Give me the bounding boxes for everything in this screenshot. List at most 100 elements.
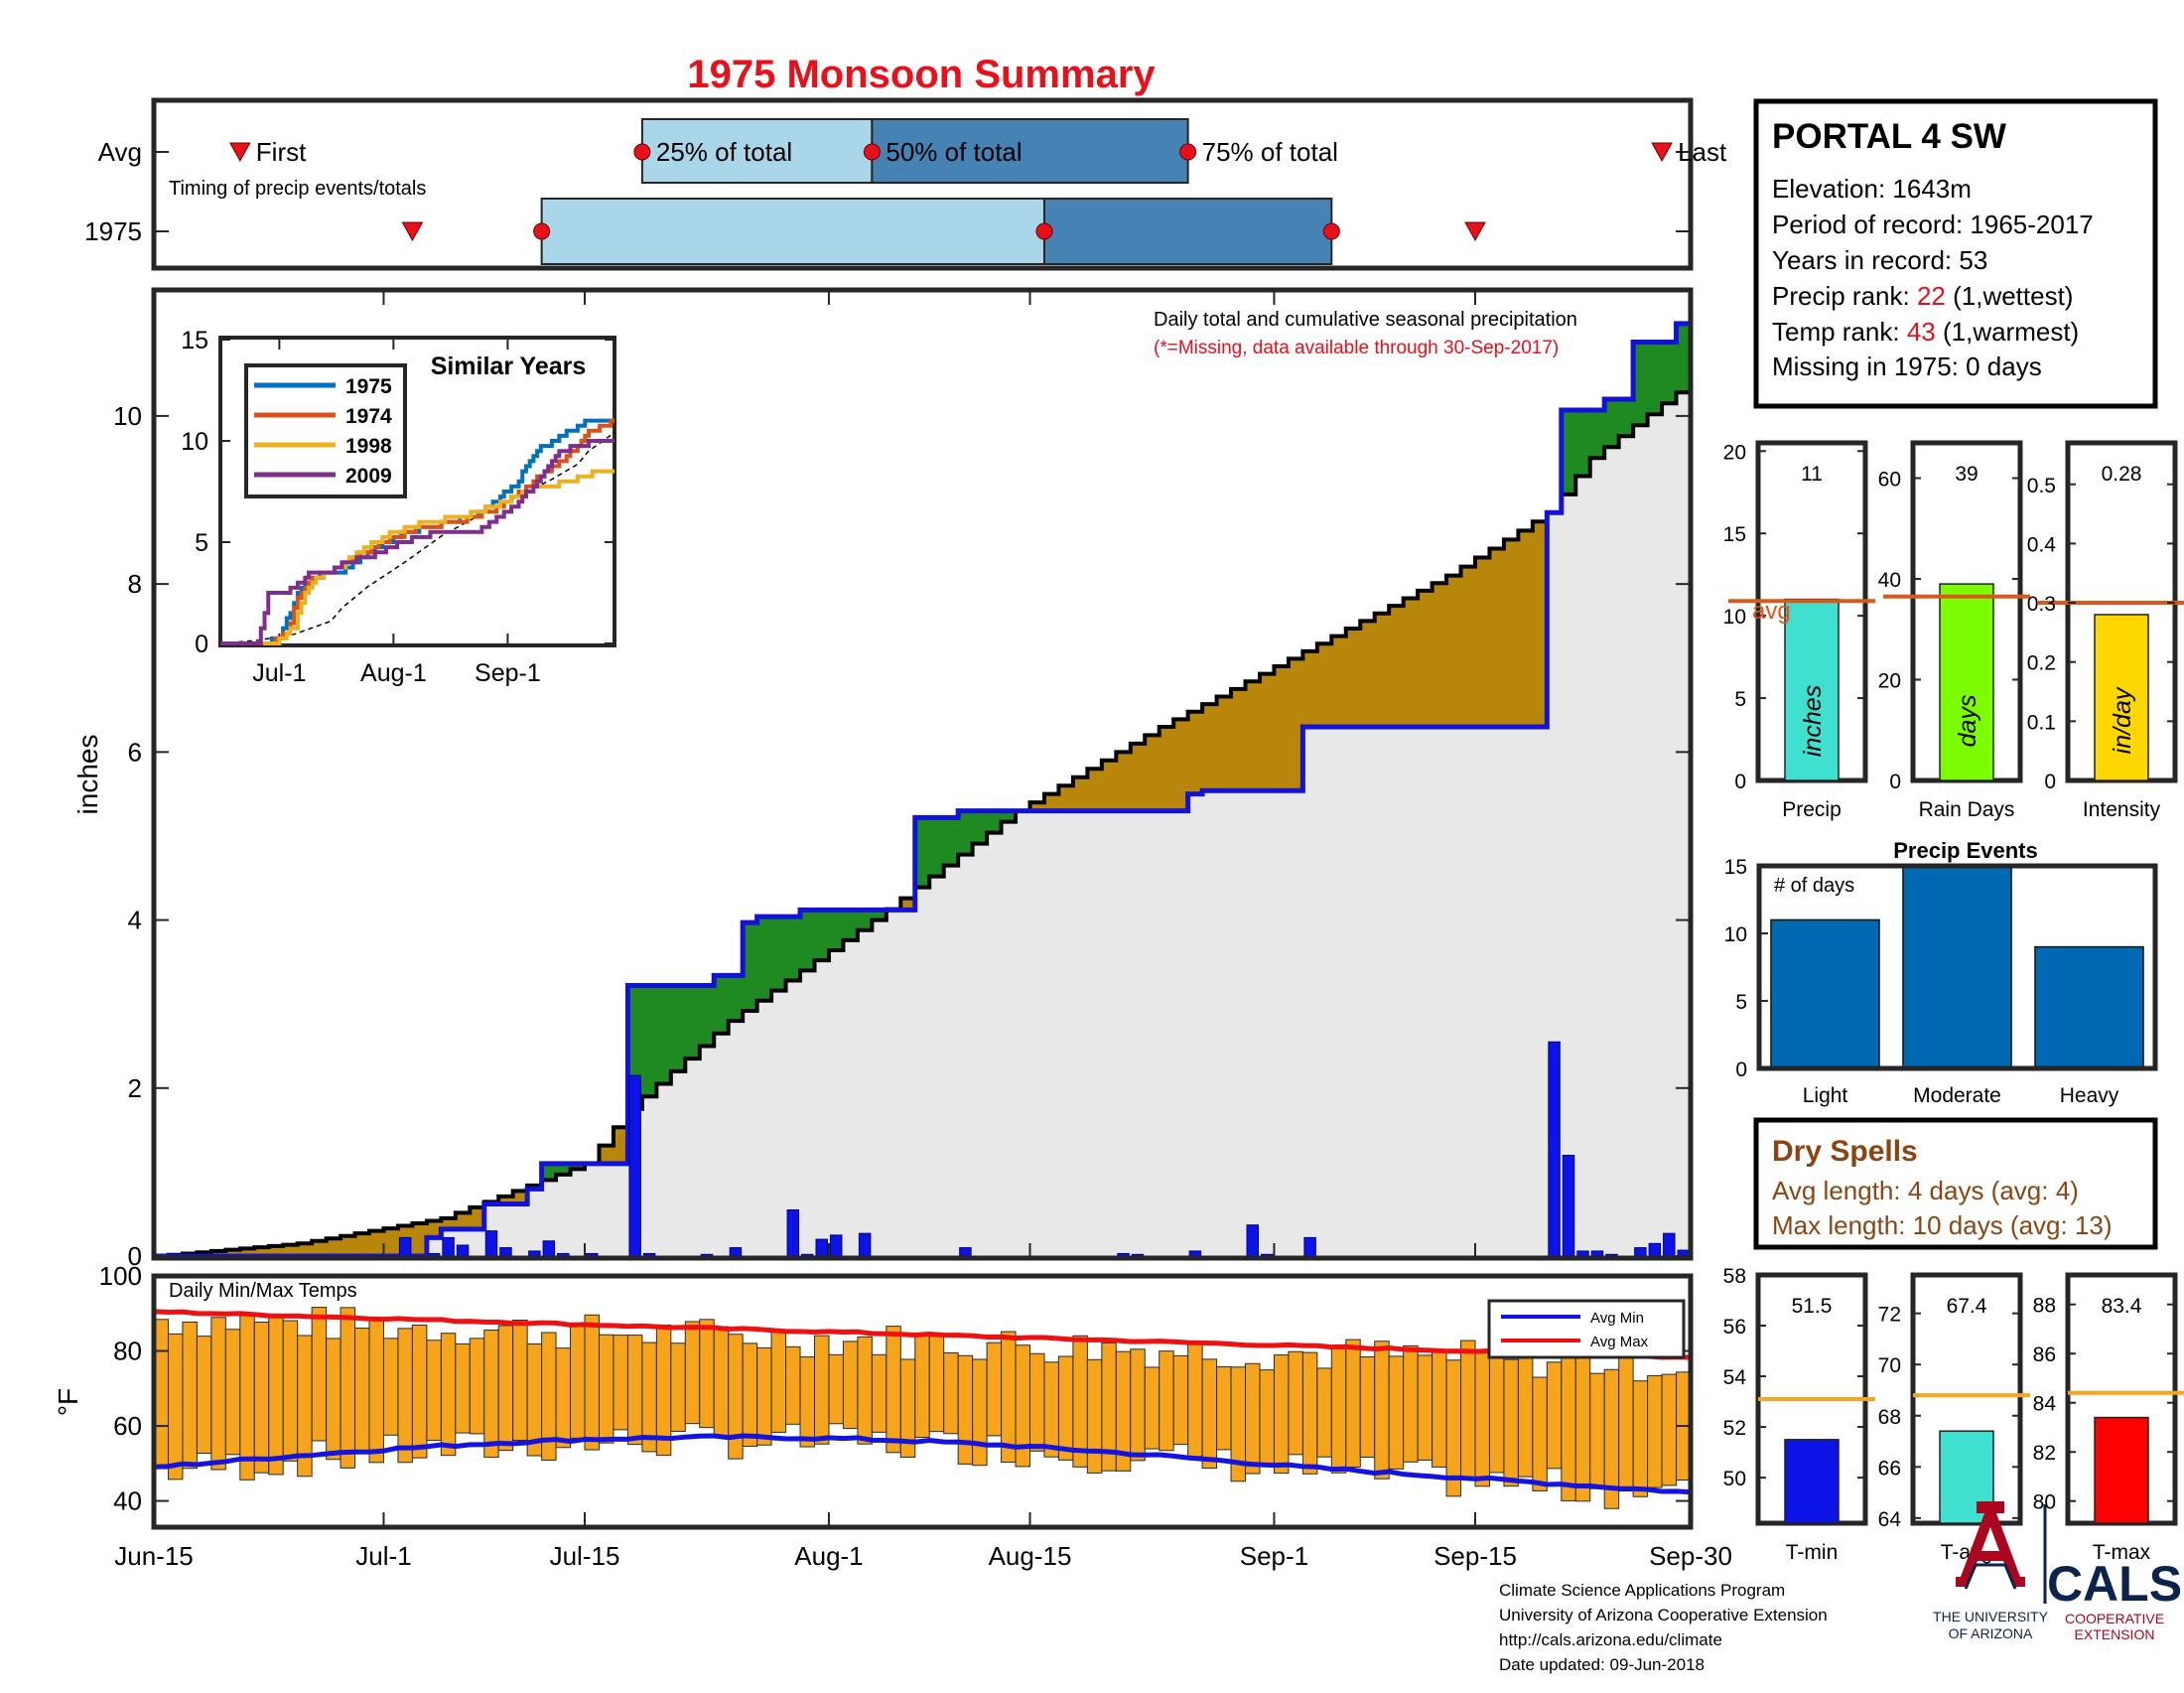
date-tick-label: Sep-30	[1649, 1541, 1732, 1571]
temp-panel-t-min-tick-label: 54	[1723, 1366, 1747, 1389]
temp-panel-t-max-tick-label: 82	[2033, 1442, 2056, 1465]
cumulative-gray-fill	[785, 980, 801, 1256]
temp-panel-t-max-tick-label: 88	[2033, 1295, 2056, 1318]
cumulative-gray-fill	[1116, 810, 1132, 1256]
above-average-fill	[1001, 810, 1017, 822]
stat-panel-rain-days-tick-label: 0	[1889, 771, 1901, 793]
below-average-fill	[1503, 539, 1519, 727]
daily-temp-bar	[1632, 1380, 1649, 1497]
daily-temp-bar	[1388, 1355, 1405, 1470]
daily-temp-bar	[239, 1315, 255, 1481]
daily-temp-bar	[210, 1317, 226, 1471]
temp-panel-t-min-tick-label: 58	[1723, 1265, 1746, 1288]
daily-precip-bar	[729, 1247, 743, 1257]
cumulative-gray-fill	[771, 990, 787, 1256]
below-average-fill	[326, 1238, 341, 1256]
daily-temp-bar	[886, 1326, 901, 1454]
legend-avg-min: Avg Min	[1590, 1310, 1644, 1327]
cumulative-gray-fill	[570, 1169, 586, 1256]
above-average-fill	[843, 910, 859, 940]
temp-panel-t-min-tick-label: 52	[1723, 1417, 1746, 1440]
stat-panel-intensity-tick-label: 0	[2044, 771, 2056, 793]
daily-temp-bar	[1460, 1340, 1476, 1481]
precip-y-tick-label: 2	[128, 1073, 142, 1103]
university-of-arizona-logo: THE UNIVERSITY OF ARIZONA	[1933, 1501, 2049, 1641]
daily-temp-bar	[340, 1307, 356, 1469]
cumulative-gray-fill	[541, 1180, 557, 1256]
cumulative-gray-fill	[426, 1237, 442, 1256]
daily-temp-bar	[368, 1318, 384, 1464]
daily-temp-bar	[167, 1333, 184, 1481]
cumulative-gray-fill	[728, 1021, 744, 1256]
daily-precip-bar	[484, 1230, 498, 1257]
below-average-fill	[412, 1223, 428, 1256]
temp-legend	[1487, 1299, 1686, 1359]
cumulative-gray-fill	[1374, 726, 1390, 1256]
below-average-fill	[1532, 521, 1548, 727]
below-average-fill	[1145, 735, 1160, 811]
temp-y-axis-label: °F	[53, 1388, 83, 1416]
similar-years-legend-label: 1998	[345, 435, 392, 458]
daily-temp-bar	[1618, 1344, 1634, 1492]
above-average-fill	[728, 975, 744, 1022]
timing-year-p75-marker	[1322, 222, 1340, 240]
daily-temp-bar	[1517, 1344, 1534, 1478]
daily-temp-bar	[1172, 1354, 1189, 1446]
daily-temp-bar	[1072, 1335, 1088, 1468]
daily-temp-bar	[957, 1354, 974, 1465]
cumulative-gray-fill	[1316, 726, 1332, 1256]
below-average-fill	[470, 1206, 485, 1229]
below-average-fill	[900, 898, 916, 911]
cumulative-gray-fill	[929, 876, 945, 1256]
cumulative-gray-fill	[670, 1070, 686, 1256]
cumulative-gray-fill	[828, 950, 845, 1256]
daily-precip-bar	[1188, 1250, 1202, 1257]
daily-temp-bar	[699, 1319, 715, 1429]
stat-panel-rain-days-value-label: 39	[1955, 463, 1978, 486]
cumulative-gray-fill	[656, 1083, 672, 1256]
stat-panel-rain-days: 0 20 40 60 39 Rain Days days	[1878, 440, 2030, 821]
station-info-frame	[1753, 98, 2158, 409]
station-name: PORTAL 4 SW	[1772, 117, 2006, 156]
below-average-fill	[1116, 752, 1132, 811]
cumulative-gray-fill	[1302, 726, 1318, 1256]
temp-panel-t-avg-tick-label: 66	[1878, 1457, 1901, 1480]
temp-panel-t-max-category-label: T-max	[2093, 1541, 2151, 1564]
daily-temp-bar	[1403, 1344, 1419, 1463]
cumulative-gray-fill	[1460, 726, 1476, 1256]
stat-panel-intensity: 0 0.1 0.2 0.3 0.4 0.5 0.28 Intensity in/day	[2027, 440, 2184, 821]
stat-panel-precip: 0 5 10 15 20 11 Precip inches avg	[1723, 440, 1875, 821]
temp-y-tick-label: 100	[99, 1261, 142, 1291]
daily-precip-bar	[1663, 1232, 1676, 1257]
stat-panel-intensity-category-label: Intensity	[2083, 798, 2161, 821]
cumulative-gray-fill	[1087, 810, 1103, 1256]
dry-spells-avg-length: Avg length: 4 days (avg: 4)	[1772, 1176, 2079, 1205]
daily-temp-bar	[785, 1345, 801, 1425]
cumulative-gray-fill	[1403, 726, 1419, 1256]
above-average-fill	[670, 985, 686, 1071]
cumulative-gray-fill	[1216, 790, 1232, 1256]
below-average-fill	[1474, 557, 1491, 727]
daily-temp-bar	[1316, 1367, 1332, 1458]
cumulative-gray-fill	[599, 1163, 614, 1256]
daily-temp-bar	[799, 1356, 815, 1448]
daily-temp-bar	[1029, 1352, 1045, 1452]
daily-temp-bar	[1216, 1366, 1232, 1451]
above-average-fill	[1589, 409, 1605, 459]
precip-events-tick-label: 15	[1724, 856, 1747, 879]
cumulative-gray-fill	[1489, 726, 1505, 1256]
daily-temp-bar	[1001, 1331, 1017, 1464]
cumulative-gray-fill	[1072, 810, 1088, 1256]
inset-y-tick-label: 0	[195, 631, 208, 658]
below-average-fill	[1029, 802, 1045, 811]
stat-panel-intensity-value-label: 0.28	[2102, 463, 2142, 486]
precip-events-category: Light	[1803, 1084, 1848, 1107]
daily-temp-bar	[584, 1314, 600, 1451]
cumulative-gray-fill	[1418, 726, 1433, 1256]
cumulative-gray-fill	[1503, 726, 1519, 1256]
timing-avg-50-75-box	[871, 118, 1189, 184]
below-average-fill	[1173, 719, 1189, 811]
below-average-fill	[1202, 704, 1218, 791]
cumulative-gray-fill	[685, 1058, 701, 1256]
footer-url[interactable]: http://cals.arizona.edu/climate	[1499, 1630, 1722, 1649]
